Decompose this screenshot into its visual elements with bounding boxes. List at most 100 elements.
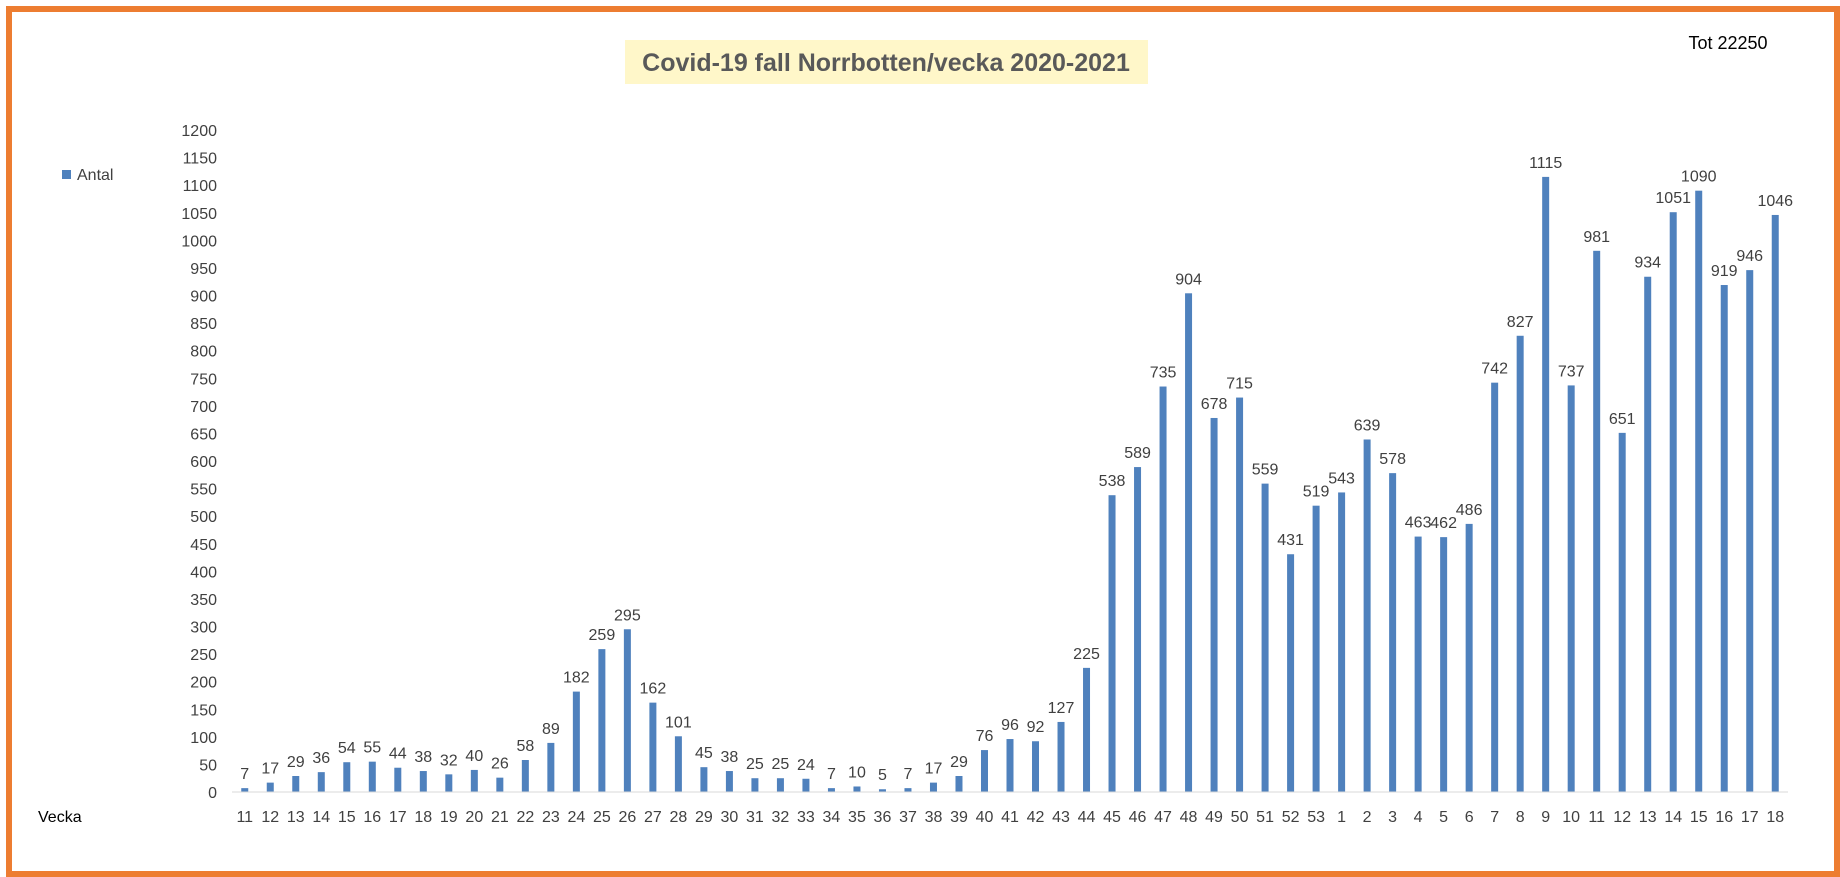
data-label: 543 (1328, 470, 1355, 487)
bar-week-34 (827, 788, 835, 792)
bar-week-51 (1261, 483, 1269, 792)
bar-week-33 (802, 778, 810, 792)
x-tick-label: 34 (823, 809, 841, 826)
bar-week-38 (929, 782, 937, 792)
bar-week-15 (343, 762, 351, 792)
x-tick-label: 19 (440, 809, 458, 826)
data-label: 40 (465, 748, 483, 765)
x-tick-label: 6 (1465, 809, 1474, 826)
bar-week-35 (853, 786, 861, 792)
bar-week-7 (1491, 382, 1499, 792)
x-tick-label: 13 (287, 809, 305, 826)
x-tick-label: 42 (1027, 809, 1045, 826)
data-label: 431 (1277, 532, 1304, 549)
bar-week-14 (317, 772, 325, 792)
bar-week-41 (1006, 739, 1014, 792)
x-tick-label: 9 (1541, 809, 1550, 826)
x-tick-label: 35 (848, 809, 866, 826)
bar-week-8 (1516, 335, 1524, 792)
bar-week-25 (598, 649, 606, 792)
x-axis-ticks: 11 12 13 14 15 16 17 18 19 20 21 22 23 24 25 26 27 28 29 30… (236, 809, 1784, 826)
x-tick-label: 29 (695, 809, 713, 826)
data-label: 17 (925, 761, 943, 778)
x-tick-label: 20 (465, 809, 483, 826)
bar-week-22 (521, 760, 529, 792)
bar-week-23 (547, 742, 555, 792)
y-tick-label: 150 (190, 702, 217, 719)
data-label: 1115 (1529, 155, 1562, 172)
bar-week-10 (1567, 385, 1575, 792)
data-label: 225 (1073, 646, 1100, 663)
y-tick-label: 650 (190, 426, 217, 443)
x-tick-label: 52 (1282, 809, 1300, 826)
data-label: 589 (1124, 445, 1151, 462)
bar-week-43 (1057, 721, 1065, 792)
data-label: 36 (312, 750, 330, 767)
y-axis-ticks: 0 50 100 150 200 250 300 350 400 450 500 550 600 650 7… (181, 123, 217, 802)
data-label: 934 (1634, 255, 1661, 272)
data-label: 486 (1456, 502, 1483, 519)
bar-week-17 (394, 767, 402, 792)
x-tick-label: 7 (1490, 809, 1499, 826)
chart-title: Covid-19 fall Norrbotten/vecka 2020-2021 (642, 49, 1130, 77)
y-tick-label: 1150 (183, 151, 218, 168)
bar-week-13 (292, 776, 300, 792)
bar-week-53 (1312, 505, 1320, 792)
bar-week-42 (1032, 741, 1040, 792)
y-tick-label: 0 (208, 785, 217, 802)
data-label: 742 (1481, 361, 1508, 378)
data-label: 101 (665, 714, 692, 731)
data-label: 76 (976, 728, 994, 745)
x-tick-label: 14 (1664, 809, 1682, 826)
bar-week-11 (241, 788, 249, 792)
total-label: Tot 22250 (1688, 33, 1767, 53)
data-label: 55 (363, 740, 381, 757)
bar-week-37 (904, 788, 912, 792)
data-label: 10 (848, 764, 866, 781)
data-label: 519 (1303, 484, 1330, 501)
data-label: 7 (827, 766, 836, 783)
data-label: 89 (542, 721, 560, 738)
bar-week-16 (1720, 285, 1728, 792)
x-tick-label: 3 (1388, 809, 1397, 826)
x-tick-label: 23 (542, 809, 560, 826)
x-tick-label: 16 (1715, 809, 1733, 826)
bar-week-52 (1287, 554, 1295, 792)
x-tick-label: 39 (950, 809, 968, 826)
data-label: 559 (1252, 462, 1279, 479)
bar-week-9 (1542, 176, 1550, 792)
x-axis-label: Vecka (38, 809, 82, 826)
bar-week-6 (1465, 523, 1473, 792)
bar-week-31 (751, 778, 759, 792)
x-tick-label: 5 (1439, 809, 1448, 826)
y-tick-label: 1100 (183, 178, 218, 195)
data-label: 904 (1175, 271, 1202, 288)
x-tick-label: 36 (874, 809, 892, 826)
bar-week-32 (776, 778, 784, 792)
data-label: 127 (1048, 700, 1075, 717)
data-label: 1051 (1655, 190, 1691, 207)
x-tick-label: 8 (1516, 809, 1525, 826)
bar-week-44 (1083, 667, 1091, 792)
y-tick-label: 800 (190, 344, 217, 361)
x-tick-label: 17 (1741, 809, 1759, 826)
bar-week-27 (649, 702, 657, 792)
x-tick-label: 22 (516, 809, 534, 826)
bar-week-40 (980, 750, 988, 792)
y-tick-label: 450 (190, 537, 217, 554)
bar-week-47 (1159, 386, 1167, 792)
x-tick-label: 28 (669, 809, 687, 826)
data-label: 17 (261, 761, 279, 778)
bar-week-26 (623, 629, 631, 792)
y-tick-label: 50 (199, 757, 217, 774)
bar-week-15 (1695, 190, 1703, 792)
x-tick-label: 31 (746, 809, 764, 826)
bar-week-18 (1771, 214, 1779, 792)
data-label: 24 (797, 757, 815, 774)
x-tick-label: 37 (899, 809, 917, 826)
x-tick-label: 41 (1001, 809, 1019, 826)
x-tick-label: 44 (1078, 809, 1096, 826)
x-tick-label: 32 (772, 809, 790, 826)
data-label: 58 (516, 738, 534, 755)
x-tick-label: 15 (338, 809, 356, 826)
